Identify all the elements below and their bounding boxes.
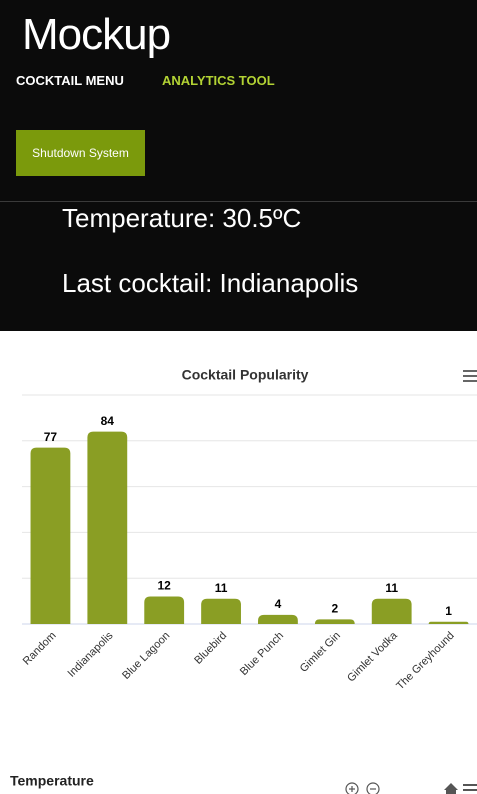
bar [30, 447, 71, 624]
nav-link[interactable]: COCKTAIL MENU [16, 73, 124, 88]
chart: Cocktail Popularity Temperature Random 77… [10, 367, 477, 794]
bar [144, 596, 185, 624]
bar [428, 621, 469, 624]
bar [371, 598, 412, 624]
data-label: 11 [215, 581, 228, 595]
data-label: 11 [385, 581, 398, 595]
bar [87, 431, 128, 624]
data-label: 84 [101, 414, 115, 428]
reset-zoom-icon[interactable] [444, 783, 458, 794]
x-tick-label: Random [21, 630, 59, 668]
chart-title: Cocktail Popularity [182, 367, 309, 383]
x-tick-label: Blue Lagoon [120, 630, 172, 682]
data-label: 12 [158, 579, 172, 593]
x-tick-label: Indianapolis [65, 629, 115, 679]
data-label: 1 [445, 604, 452, 618]
x-tick-label: Bluebird [192, 630, 229, 667]
data-label: 4 [275, 597, 282, 611]
temperature-status: Temperature: 30.5ºC [62, 203, 302, 233]
x-tick-label: The Greyhound [394, 630, 457, 693]
last-cocktail-status: Last cocktail: Indianapolis [62, 268, 359, 298]
divider [0, 201, 477, 202]
bar [258, 614, 298, 624]
logo[interactable]: Mockup [22, 10, 171, 59]
chart-title: Temperature [10, 773, 94, 789]
bar [201, 598, 241, 624]
header-panel: Mockup COCKTAIL MENU ANALYTICS TOOL Shut… [0, 0, 477, 331]
nav-link[interactable]: ANALYTICS TOOL [162, 73, 275, 88]
x-tick-label: Gimlet Gin [298, 630, 343, 675]
shutdown-button[interactable]: Shutdown System [16, 130, 145, 176]
data-label: 77 [44, 430, 58, 444]
x-tick-label: Gimlet Vodka [345, 629, 400, 684]
zoom-controls[interactable] [345, 782, 380, 794]
x-tick-label: Blue Punch [238, 630, 286, 678]
data-label: 2 [331, 602, 338, 616]
chart-menu[interactable] [463, 784, 477, 791]
bar [314, 619, 355, 624]
chart-menu[interactable] [463, 370, 477, 382]
